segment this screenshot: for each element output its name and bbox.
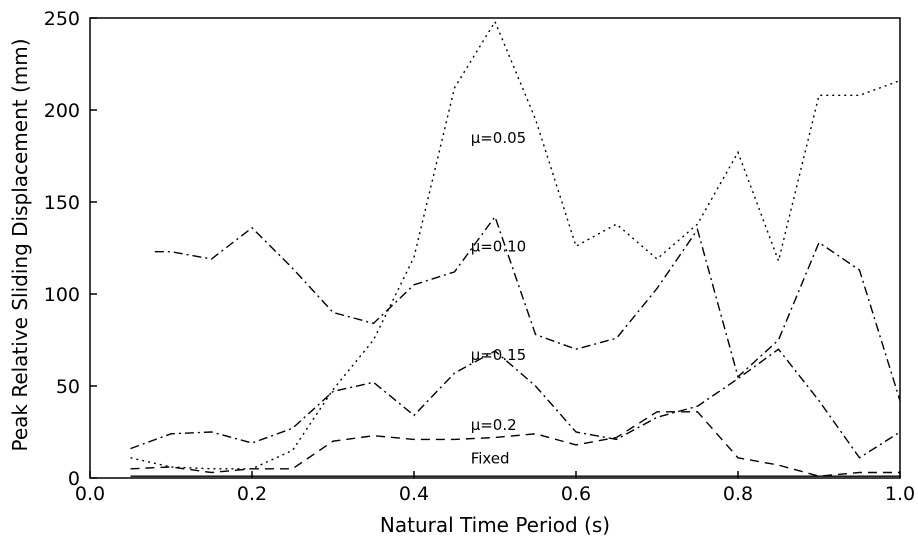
series-label-3: μ=0.2 <box>471 416 517 434</box>
x-tick-label: 0.6 <box>561 483 591 505</box>
series-line-2 <box>130 348 901 459</box>
series-layer <box>130 20 901 477</box>
x-tick-label: 0.0 <box>75 483 105 505</box>
series-line-0 <box>130 20 901 470</box>
series-line-1 <box>154 215 901 401</box>
series-label-0: μ=0.05 <box>471 129 527 147</box>
y-tick-label: 50 <box>56 376 80 398</box>
series-label-4: Fixed <box>471 449 510 467</box>
y-tick-label: 0 <box>68 468 80 490</box>
y-tick-label: 100 <box>44 284 80 306</box>
x-tick-label: 0.8 <box>723 483 753 505</box>
series-labels: μ=0.05 μ=0.10 μ=0.15 μ=0.2 Fixed <box>471 129 527 467</box>
series-label-1: μ=0.10 <box>471 238 527 256</box>
y-axis: 0 50 100 150 200 250 <box>44 8 97 490</box>
y-tick-label: 250 <box>44 8 80 30</box>
x-tick-label: 0.2 <box>237 483 267 505</box>
x-tick-label: 0.4 <box>399 483 429 505</box>
y-axis-label: Peak Relative Sliding Displacement (mm) <box>8 38 32 451</box>
y-tick-label: 200 <box>44 100 80 122</box>
x-axis-label: Natural Time Period (s) <box>380 513 610 537</box>
x-tick-label: 1.0 <box>885 483 915 505</box>
plot-frame <box>89 17 901 479</box>
y-tick-label: 150 <box>44 192 80 214</box>
series-label-2: μ=0.15 <box>471 346 527 364</box>
series-line-3 <box>130 411 900 477</box>
x-axis: 0.0 0.2 0.4 0.6 0.8 1.0 <box>75 471 915 505</box>
